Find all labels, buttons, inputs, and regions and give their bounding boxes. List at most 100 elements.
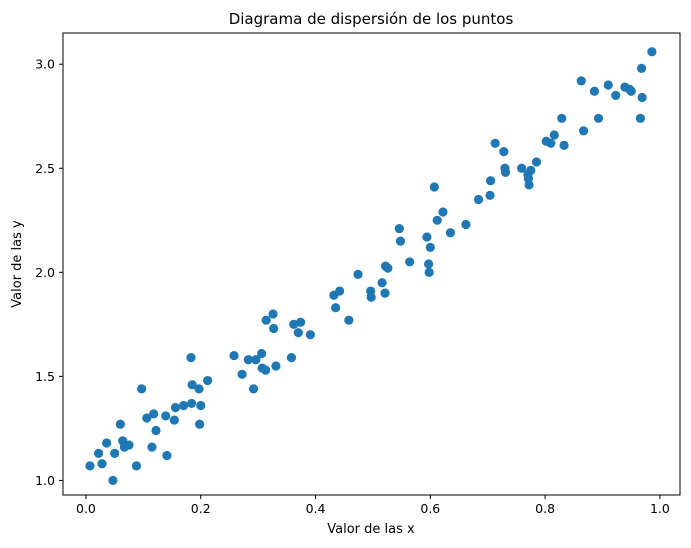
- data-point: [331, 303, 341, 313]
- data-point: [131, 461, 142, 471]
- data-point: [251, 355, 261, 365]
- data-point: [424, 267, 434, 277]
- x-tick-label: 1.0: [650, 501, 670, 516]
- data-point: [377, 278, 387, 288]
- data-point: [405, 257, 415, 267]
- data-point: [395, 236, 406, 246]
- y-axis-ticks: 1.0 1.5 2.0 2.5 3.0: [35, 57, 63, 488]
- data-point: [559, 140, 569, 150]
- data-point: [142, 413, 152, 423]
- data-point: [97, 459, 107, 469]
- data-point: [137, 384, 147, 394]
- data-point: [593, 113, 604, 123]
- data-point: [115, 419, 125, 429]
- data-point: [256, 348, 267, 359]
- data-point: [147, 442, 157, 452]
- y-tick-label: 1.0: [35, 473, 55, 488]
- data-point: [636, 63, 647, 73]
- data-point: [516, 163, 527, 173]
- y-axis-label: Valor de las y: [10, 220, 25, 308]
- data-point: [383, 263, 393, 273]
- data-point: [243, 355, 253, 365]
- data-point: [432, 215, 442, 225]
- data-point: [485, 190, 495, 200]
- data-points: [85, 47, 657, 486]
- data-point: [335, 286, 345, 296]
- plot-frame: [62, 32, 681, 496]
- data-point: [196, 400, 206, 411]
- data-point: [490, 138, 500, 148]
- data-point: [261, 365, 271, 375]
- data-point: [186, 353, 196, 363]
- data-point: [108, 475, 118, 486]
- data-point: [394, 224, 404, 234]
- data-point: [626, 86, 636, 96]
- data-point: [500, 167, 511, 178]
- data-point: [635, 113, 646, 123]
- data-point: [637, 92, 647, 103]
- data-point: [169, 415, 179, 425]
- data-point: [286, 353, 297, 363]
- data-point: [93, 448, 104, 458]
- data-point: [296, 317, 306, 327]
- data-point: [161, 411, 171, 421]
- data-point: [499, 147, 509, 157]
- data-point: [531, 157, 542, 167]
- data-point: [344, 315, 354, 325]
- data-point: [237, 369, 247, 379]
- y-tick-label: 3.0: [35, 57, 55, 72]
- y-tick-label: 1.5: [35, 369, 55, 384]
- x-axis-label: Valor de las x: [327, 522, 415, 537]
- data-point: [203, 375, 213, 386]
- data-point: [102, 438, 112, 448]
- data-point: [229, 350, 239, 361]
- data-point: [425, 242, 435, 252]
- y-tick-label: 2.5: [35, 161, 55, 176]
- data-point: [576, 76, 586, 86]
- data-point: [353, 269, 363, 280]
- data-point: [611, 90, 621, 101]
- data-point: [268, 309, 278, 319]
- data-point: [429, 182, 439, 192]
- data-point: [603, 80, 613, 90]
- data-point: [461, 219, 471, 230]
- x-tick-label: 0.6: [420, 501, 440, 516]
- x-tick-label: 0.4: [306, 501, 326, 516]
- data-point: [85, 461, 95, 471]
- data-point: [524, 180, 534, 190]
- x-axis-ticks: 0.0 0.2 0.4 0.6 0.8 1.0: [76, 495, 670, 516]
- data-point: [366, 292, 376, 302]
- data-point: [149, 409, 159, 419]
- data-point: [178, 400, 189, 411]
- data-point: [293, 328, 303, 338]
- x-tick-label: 0.8: [535, 501, 555, 516]
- data-point: [187, 380, 197, 390]
- data-point: [549, 130, 559, 140]
- data-point: [578, 126, 589, 136]
- data-point: [422, 232, 432, 242]
- data-point: [194, 384, 204, 394]
- data-point: [269, 323, 279, 334]
- data-point: [186, 398, 197, 409]
- data-point: [170, 402, 181, 413]
- data-point: [248, 384, 259, 394]
- x-tick-label: 0.2: [191, 501, 211, 516]
- data-point: [110, 448, 120, 458]
- data-point: [151, 425, 161, 436]
- y-tick-label: 2.0: [35, 265, 55, 280]
- data-point: [162, 450, 172, 461]
- data-point: [195, 419, 205, 429]
- data-point: [271, 361, 281, 371]
- x-tick-label: 0.0: [76, 501, 96, 516]
- data-point: [526, 165, 536, 175]
- data-point: [305, 330, 315, 340]
- data-point: [261, 315, 271, 325]
- chart-title: Diagrama de dispersión de los puntos: [229, 10, 514, 28]
- data-point: [438, 207, 448, 217]
- data-point: [473, 194, 484, 205]
- data-point: [589, 86, 600, 96]
- data-point: [546, 138, 556, 148]
- data-point: [380, 288, 390, 298]
- data-point: [557, 113, 567, 123]
